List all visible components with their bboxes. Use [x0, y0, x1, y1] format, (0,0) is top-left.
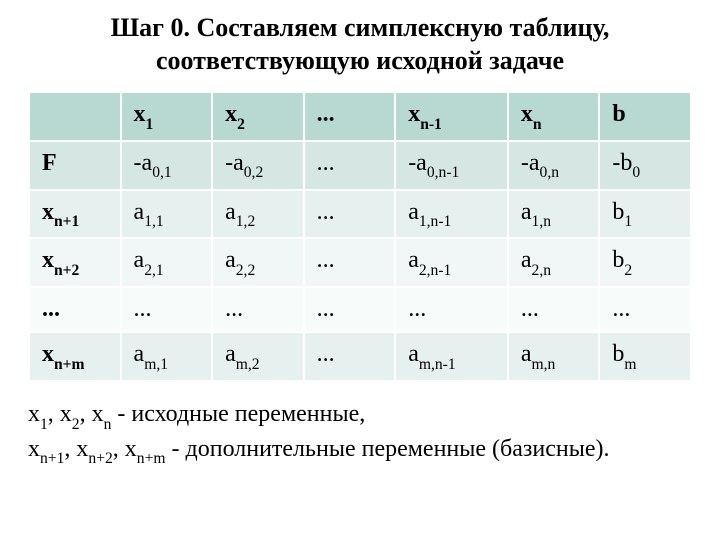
table-cell: b1 — [599, 190, 691, 239]
table-cell: am,n-1 — [395, 332, 508, 381]
table-cell: xn+1 — [29, 190, 121, 239]
table-cell: am,2 — [212, 332, 304, 381]
table-cell: ... — [212, 287, 304, 332]
title-line-1: Шаг 0. Составляем симплексную таблицу, — [111, 13, 610, 42]
table-cell: -a0,1 — [121, 141, 213, 190]
table-row: xn+2a2,1a2,2...a2,n-1a2,nb2 — [29, 238, 691, 287]
page-title: Шаг 0. Составляем симплексную таблицу, с… — [28, 12, 692, 77]
table-header-cell: xn-1 — [395, 92, 508, 141]
table-cell: ... — [304, 238, 396, 287]
table-cell: xn+m — [29, 332, 121, 381]
table-cell: a1,n — [508, 190, 600, 239]
notes-line-1: x1, x2, xn - исходные переменные, — [28, 398, 692, 433]
table-header-cell — [29, 92, 121, 141]
title-line-2: соответствующую исходной задаче — [156, 46, 564, 75]
table-header-cell: xn — [508, 92, 600, 141]
table-cell: a1,n-1 — [395, 190, 508, 239]
table-cell: xn+2 — [29, 238, 121, 287]
table-cell: a2,1 — [121, 238, 213, 287]
table-cell: a2,2 — [212, 238, 304, 287]
table-cell: -a0,n-1 — [395, 141, 508, 190]
table-header-cell: ... — [304, 92, 396, 141]
table-cell: am,1 — [121, 332, 213, 381]
table-cell: am,n — [508, 332, 600, 381]
table-cell: -a0,2 — [212, 141, 304, 190]
notes: x1, x2, xn - исходные переменные, xn+1, … — [28, 398, 692, 468]
table-cell: ... — [508, 287, 600, 332]
notes-line-2: xn+1, xn+2, xn+m - дополнительные переме… — [28, 433, 692, 468]
simplex-table: x1x2...xn-1xnbF-a0,1-a0,2...-a0,n-1-a0,n… — [28, 91, 692, 382]
table-cell: a2,n — [508, 238, 600, 287]
table-cell: b2 — [599, 238, 691, 287]
table-cell: -a0,n — [508, 141, 600, 190]
table-cell: a1,2 — [212, 190, 304, 239]
table-cell: ... — [304, 141, 396, 190]
table-cell: ... — [121, 287, 213, 332]
table-row: ..................... — [29, 287, 691, 332]
table-cell: -b0 — [599, 141, 691, 190]
table-body: x1x2...xn-1xnbF-a0,1-a0,2...-a0,n-1-a0,n… — [29, 92, 691, 381]
page: Шаг 0. Составляем симплексную таблицу, с… — [0, 0, 720, 476]
table-cell: ... — [304, 332, 396, 381]
table-header-cell: x1 — [121, 92, 213, 141]
table-cell: ... — [304, 287, 396, 332]
table-row: xn+mam,1am,2...am,n-1am,nbm — [29, 332, 691, 381]
table-cell: ... — [29, 287, 121, 332]
table-cell: bm — [599, 332, 691, 381]
table-cell: ... — [599, 287, 691, 332]
table-cell: a2,n-1 — [395, 238, 508, 287]
table-cell: F — [29, 141, 121, 190]
table-cell: ... — [395, 287, 508, 332]
table-row: F-a0,1-a0,2...-a0,n-1-a0,n-b0 — [29, 141, 691, 190]
table-header-cell: x2 — [212, 92, 304, 141]
table-header-row: x1x2...xn-1xnb — [29, 92, 691, 141]
table-cell: a1,1 — [121, 190, 213, 239]
table-header-cell: b — [599, 92, 691, 141]
table-row: xn+1a1,1a1,2...a1,n-1a1,nb1 — [29, 190, 691, 239]
table-cell: ... — [304, 190, 396, 239]
